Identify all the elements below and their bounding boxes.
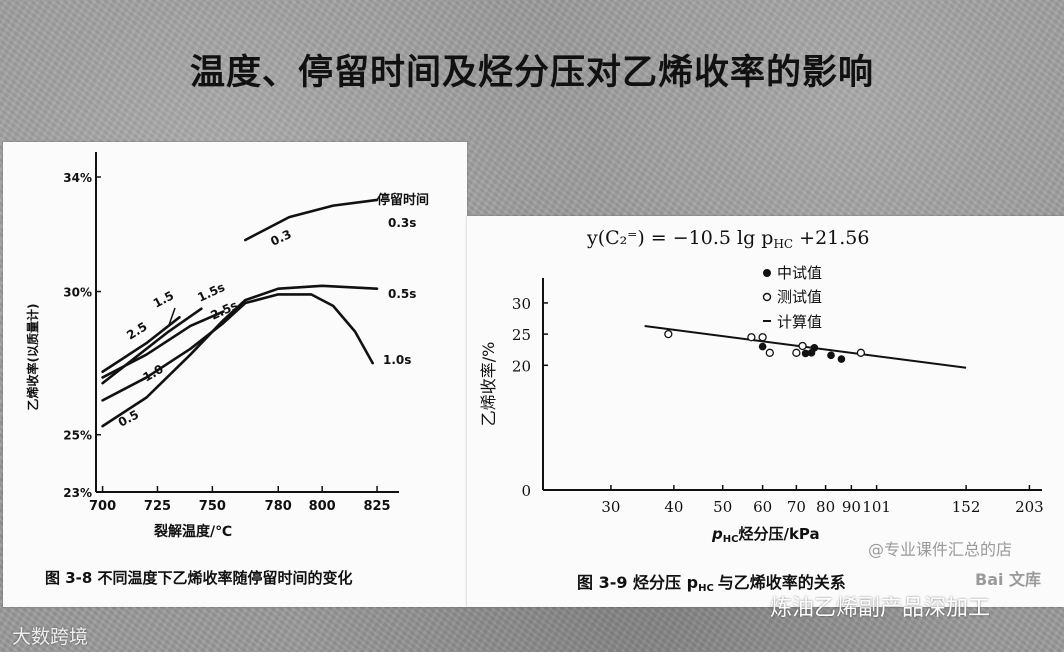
baidu-watermark: Bai 文库 — [975, 570, 1042, 589]
curve-label: 1.5 — [151, 288, 176, 310]
x-axis-label: 裂解温度/℃ — [153, 523, 232, 540]
y-axis-label: 乙烯收率/% — [479, 342, 498, 427]
curve-end-label: 1.0s — [383, 353, 411, 367]
legend-title: 停留时间 — [377, 192, 429, 208]
y-tick-label: 23% — [63, 486, 92, 500]
y-tick-label: 25% — [63, 429, 92, 443]
chart-partial-pressure: 30 40 50 60 70 80 90 101 152 203 0 20 25 30 y(C₂⁼) = −… — [479, 227, 1044, 594]
legend-marker-open — [762, 292, 772, 302]
slide-title: 温度、停留时间及烃分压对乙烯收率的影响 — [189, 53, 874, 93]
data-point-open — [747, 333, 756, 342]
x-tick-label: 70 — [787, 498, 806, 516]
store-watermark: @专业课件汇总的店 — [868, 540, 1013, 559]
x-tick-label: 825 — [363, 499, 390, 514]
chart-temperature-residence: 700 725 750 780 800 825 23% 25% 30% 34% 裂解温度/℃ 乙烯收率… — [25, 152, 429, 587]
data-point-filled — [758, 342, 767, 351]
y-tick-label: 20 — [512, 357, 531, 375]
y-tick-label: 25 — [512, 326, 531, 344]
x-tick-label: 30 — [601, 498, 620, 516]
legend-marker-filled — [763, 269, 771, 277]
x-tick-label: 40 — [664, 498, 683, 516]
legend-label: 测试值 — [777, 288, 822, 306]
brand-watermark-right: 炼油乙烯副产品深加工 — [770, 596, 991, 621]
x-tick-label: 725 — [144, 499, 171, 514]
curve-label: 0.5 — [116, 407, 141, 429]
data-point-filled — [827, 351, 835, 360]
data-point-filled — [810, 344, 819, 352]
curve-label: 0.3 — [268, 227, 293, 249]
data-point-open — [856, 348, 866, 357]
x-tick-label: 800 — [309, 499, 336, 514]
x-axis-label: pHC烃分压/kPa — [711, 525, 820, 545]
legend-label: 计算值 — [777, 313, 822, 331]
figure-caption: 图 3-9 烃分压 pHC 与乙烯收率的关系 — [577, 573, 846, 594]
x-tick-label: 700 — [89, 499, 116, 514]
figure-caption: 图 3-8 不同温度下乙烯收率随停留时间的变化 — [45, 569, 353, 587]
left-chart-panel: 700 725 750 780 800 825 23% 25% 30% 34% 裂解温度/℃ 乙烯收率… — [3, 142, 467, 607]
x-tick-label: 50 — [713, 498, 732, 516]
data-point-filled — [837, 355, 846, 363]
y-tick-label: 34% — [63, 171, 92, 185]
data-point-open — [792, 348, 801, 357]
curve-label: 1.5s — [195, 280, 227, 305]
x-tick-label: 152 — [952, 498, 981, 516]
right-chart-panel: 30 40 50 60 70 80 90 101 152 203 0 20 25 30 y(C₂⁼) = −… — [467, 216, 1064, 607]
x-tick-label: 780 — [265, 499, 292, 514]
series-line-0-5 — [101, 284, 379, 428]
curve-end-label: 0.5s — [388, 287, 416, 301]
data-point-open — [765, 348, 774, 357]
data-point-filled — [801, 349, 810, 358]
regression-equation: y(C₂⁼) = −10.5 lg pHC +21.56 — [586, 227, 869, 251]
y-tick-label: 0 — [521, 482, 531, 500]
label-leader — [168, 307, 176, 326]
x-tick-label: 203 — [1015, 498, 1044, 516]
x-tick-label: 80 — [816, 498, 835, 516]
legend-label: 中试值 — [777, 264, 822, 282]
y-tick-label: 30% — [63, 286, 92, 300]
series-line-1-0 — [101, 293, 374, 402]
series-line-1-5 — [101, 316, 181, 374]
data-point-open — [758, 333, 767, 342]
curve-label: 2.5 — [124, 319, 149, 342]
y-axis-label: 乙烯收率(以质量计) — [25, 304, 40, 411]
series-line-0-3 — [244, 198, 379, 242]
brand-watermark-left: 大数跨境 — [12, 626, 89, 648]
data-point-open — [664, 329, 673, 339]
x-tick-label: 60 — [753, 498, 772, 516]
x-tick-label: 101 — [862, 498, 891, 516]
data-point-open — [798, 341, 807, 351]
x-tick-label: 750 — [199, 499, 226, 514]
series-line-1-5s — [101, 307, 203, 385]
curve-end-label: 0.3s — [388, 216, 416, 230]
x-tick-label: 90 — [842, 498, 861, 516]
y-tick-label: 30 — [512, 295, 531, 313]
